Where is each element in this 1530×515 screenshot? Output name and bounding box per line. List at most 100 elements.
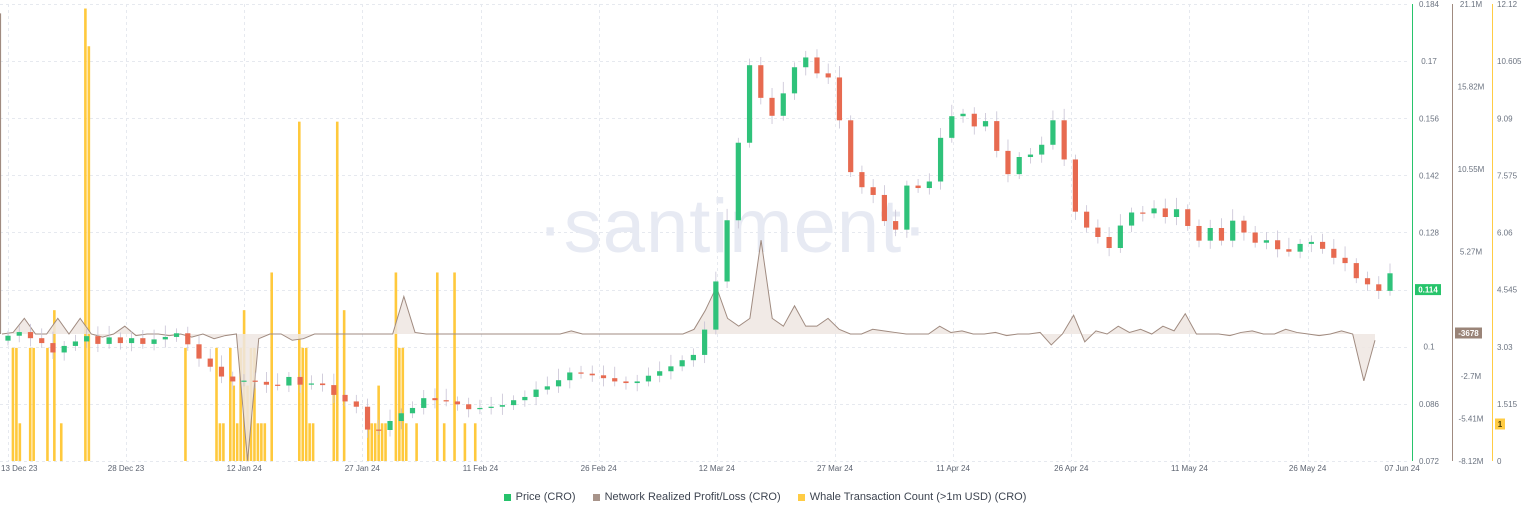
whale-badge-text: 1 <box>1498 420 1503 429</box>
candle-body <box>275 384 281 386</box>
price-tick-label: 0.072 <box>1419 457 1440 466</box>
candle-body <box>848 120 854 173</box>
whale-bar <box>46 347 49 461</box>
price-candle <box>308 375 314 390</box>
price-candle <box>1039 136 1045 163</box>
price-tick-label: 0.086 <box>1419 400 1440 409</box>
npl-tick-label: -8.12M <box>1459 457 1484 466</box>
candle-body <box>106 337 112 344</box>
price-candle <box>982 112 989 132</box>
whale-tick-label: 10.605 <box>1497 57 1522 66</box>
whale-bar <box>235 423 239 461</box>
price-candle <box>84 327 90 348</box>
candle-body <box>814 57 820 74</box>
x-tick-label: 26 May 24 <box>1289 464 1327 473</box>
candle-body <box>1286 249 1292 252</box>
price-candle <box>1353 258 1359 284</box>
x-tick-label: 28 Dec 23 <box>108 464 145 473</box>
whale-bar <box>398 347 401 461</box>
legend-item-price[interactable]: Price (CRO) <box>503 491 576 503</box>
price-candle <box>623 376 629 390</box>
candle-body <box>443 400 449 402</box>
candle-body <box>668 366 674 372</box>
candle-body <box>466 404 472 410</box>
legend-item-whale[interactable]: Whale Transaction Count (>1m USD) (CRO) <box>797 491 1026 503</box>
price-tick-label: 0.156 <box>1419 114 1440 123</box>
whale-bar <box>87 46 91 461</box>
whale-bar <box>229 347 232 461</box>
price-candle <box>1095 219 1101 244</box>
price-candle <box>140 330 146 349</box>
whale-bar <box>11 347 15 461</box>
candle-body <box>1263 240 1270 243</box>
price-candle <box>1376 276 1382 300</box>
price-candle <box>1319 233 1326 254</box>
whale-bar <box>308 423 311 461</box>
candle-body <box>342 394 348 402</box>
price-candle <box>634 374 640 392</box>
price-candle <box>915 179 921 193</box>
candle-body <box>1016 157 1022 175</box>
price-candle <box>342 390 348 407</box>
candle-body <box>409 407 416 414</box>
price-candle <box>207 348 213 372</box>
candle-body <box>1151 208 1157 214</box>
candle-body <box>1162 208 1168 217</box>
price-candle <box>893 209 899 237</box>
whale-current-badge: 1 <box>1495 418 1505 430</box>
candle-body <box>320 383 326 386</box>
price-candle <box>713 271 719 335</box>
candle-body <box>421 398 427 408</box>
price-candle <box>904 180 910 238</box>
price-candle <box>645 367 652 387</box>
whale-bar <box>401 347 405 461</box>
price-candle <box>488 396 494 415</box>
candle-body <box>1128 212 1135 226</box>
legend-label-npl: Network Realized Profit/Loss (CRO) <box>604 491 781 503</box>
legend-swatch-whale <box>797 493 805 501</box>
candle-body <box>893 221 899 230</box>
price-candle <box>848 115 854 178</box>
price-candle <box>275 373 281 391</box>
whale-bar <box>239 347 242 461</box>
candle-body <box>50 343 56 353</box>
price-candle <box>1230 209 1236 248</box>
candle-body <box>859 172 865 188</box>
candle-body <box>544 386 550 390</box>
price-candle <box>769 88 775 124</box>
whale-bar <box>256 423 260 461</box>
candle-body <box>286 376 292 386</box>
candle-body <box>117 337 123 344</box>
price-candle <box>320 373 326 392</box>
candle-body <box>1376 284 1382 291</box>
price-candle <box>5 330 11 346</box>
candle-body <box>971 113 977 127</box>
price-candle <box>758 57 764 105</box>
candle-body <box>881 194 887 222</box>
candle-body <box>1061 120 1067 160</box>
candle-body <box>600 375 607 379</box>
candle-body <box>1095 227 1101 237</box>
price-candle <box>836 66 843 129</box>
price-candle <box>117 332 123 350</box>
price-candles <box>5 49 1393 438</box>
price-candle <box>1241 215 1247 241</box>
price-candle <box>1106 227 1112 257</box>
candle-body <box>173 333 180 337</box>
candle-body <box>1084 211 1090 228</box>
price-candle <box>398 408 404 430</box>
x-tick-label: 27 Mar 24 <box>817 464 854 473</box>
x-tick-label: 13 Dec 23 <box>1 464 38 473</box>
whale-bar <box>367 423 370 461</box>
candle-body <box>1173 209 1180 217</box>
price-candle <box>252 372 258 389</box>
candle-body <box>1039 144 1045 155</box>
price-candle <box>106 325 112 349</box>
price-candle <box>353 394 359 414</box>
candle-body <box>331 385 337 395</box>
price-candle <box>1140 205 1146 222</box>
price-candle <box>578 365 584 379</box>
price-candle <box>679 355 685 372</box>
candle-body <box>353 401 359 407</box>
legend-item-npl[interactable]: Network Realized Profit/Loss (CRO) <box>592 491 781 503</box>
